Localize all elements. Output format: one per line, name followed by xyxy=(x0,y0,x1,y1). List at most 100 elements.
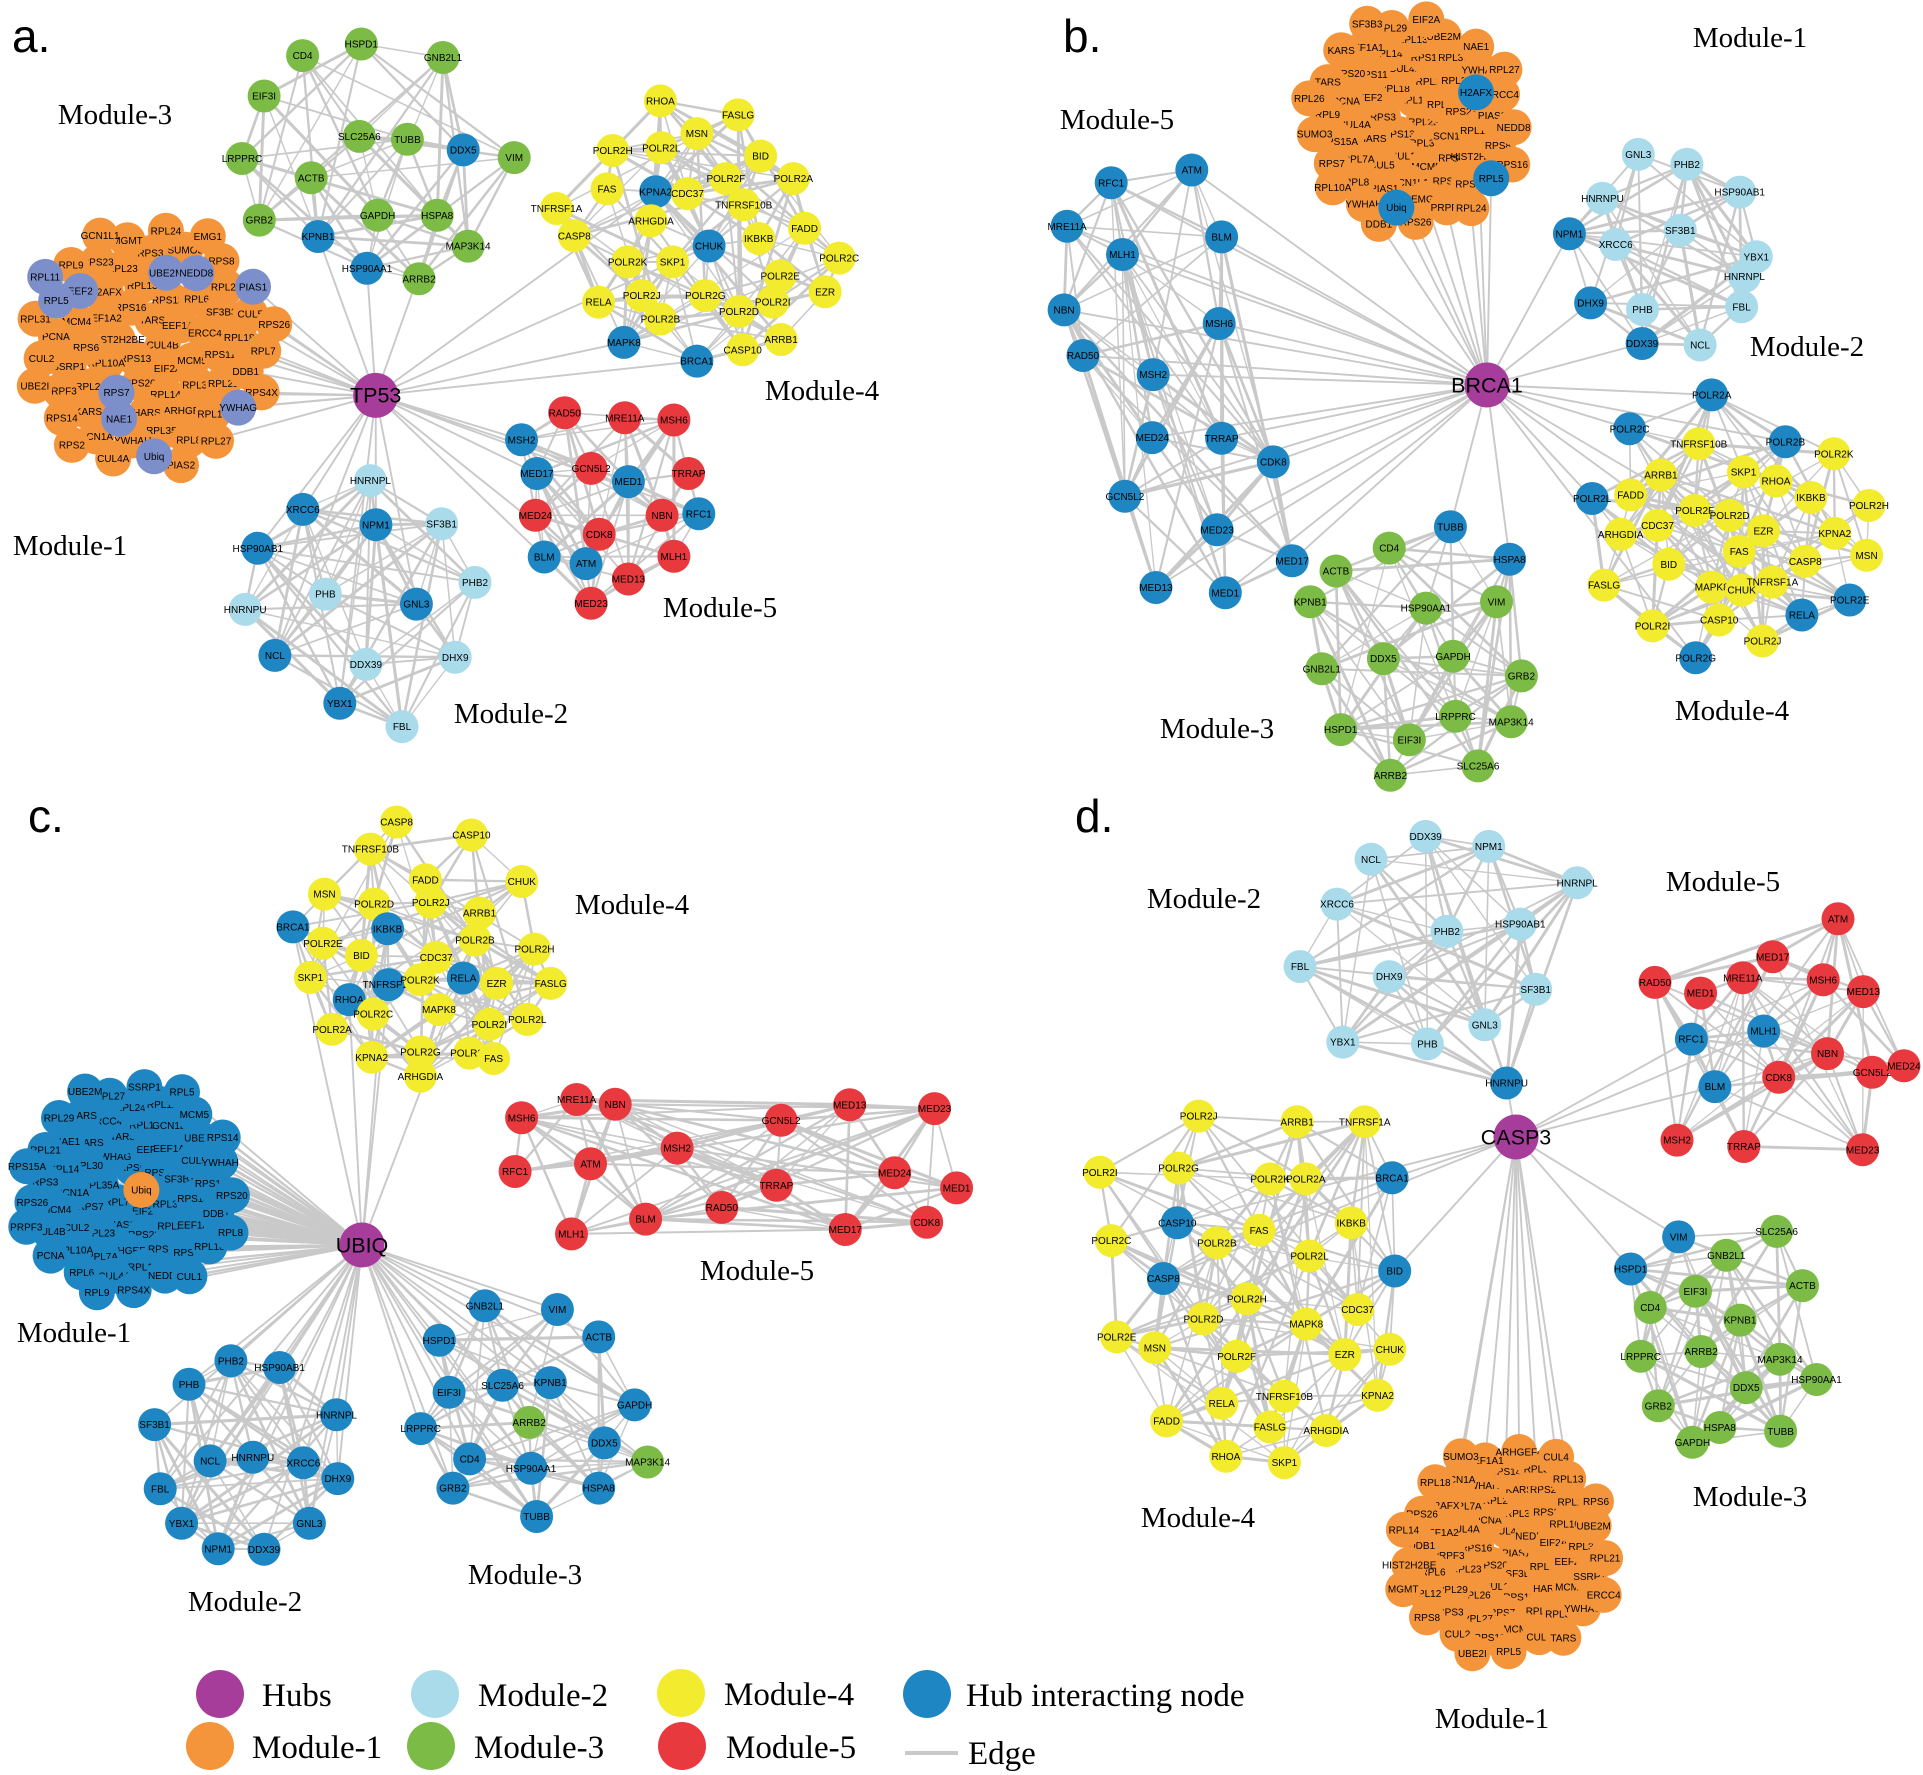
node-a-EZR-label: EZR xyxy=(815,287,835,298)
node-d-TRRAP: TRRAP xyxy=(1727,1130,1761,1163)
node-b-RPS2-label: RPS2 xyxy=(1433,176,1460,187)
hub-edge xyxy=(361,1244,636,1406)
node-a-GNL3-circle xyxy=(399,587,433,621)
edge xyxy=(736,113,806,230)
node-a-RPL6-label: RPL6 xyxy=(184,294,209,305)
edge xyxy=(555,207,675,264)
node-d-RPL27-label: RPL27 xyxy=(1462,1614,1493,1625)
node-d-RPL26-label: RPL26 xyxy=(1460,1591,1491,1602)
edge xyxy=(1568,232,1758,258)
node-b-TRRAP: TRRAP xyxy=(1205,421,1239,455)
node-d-NPM1-circle xyxy=(1472,829,1506,863)
node-d-CASP10-label: CASP10 xyxy=(1158,1218,1197,1229)
edge xyxy=(243,523,378,611)
node-c-NCL: NCL xyxy=(193,1444,227,1478)
node-a-KPNA2: KPNA2 xyxy=(639,175,673,209)
node-b-Ubiq-label: Ubiq xyxy=(1386,203,1407,214)
node-a-GCN1L1-label: GCN1L1 xyxy=(81,231,120,242)
edge xyxy=(1153,1269,1396,1349)
node-b-POLR2A-circle xyxy=(1695,378,1729,412)
node-a-EZR: EZR xyxy=(808,275,842,309)
edge xyxy=(1121,253,1223,439)
node-d-HNRNPU: HNRNPU xyxy=(1485,1066,1528,1100)
node-c-RPS14-circle xyxy=(204,1119,241,1156)
node-b-ARRB1: ARRB1 xyxy=(1644,458,1678,492)
node-a-TUBB-label: TUBB xyxy=(394,135,421,146)
node-b-POLR2J-circle xyxy=(1746,624,1779,658)
node-c-POLR2H-label: POLR2H xyxy=(514,945,554,956)
node-a-MED24: MED24 xyxy=(519,498,553,532)
node-c-HSP90AA1-circle xyxy=(514,1451,548,1485)
node-d-POLR2E: POLR2E xyxy=(1097,1320,1137,1354)
node-d-MSH6: MSH6 xyxy=(1806,963,1840,997)
node-c-IKBKB-label: IKBKB xyxy=(373,924,403,935)
node-a-HNRNPL: HNRNPL xyxy=(350,464,391,498)
edge xyxy=(779,1118,959,1190)
edge xyxy=(1424,835,1579,885)
node-a-RPL26-label: RPL26 xyxy=(211,283,242,294)
node-a-HIST2H2BE-label: HIST2H2BE xyxy=(90,335,145,346)
node-b-CD4: CD4 xyxy=(1372,531,1406,565)
node-b-MRE11A: MRE11A xyxy=(1047,209,1087,243)
node-a-CASP8-circle xyxy=(557,219,591,253)
node-c-FASLG-label: FASLG xyxy=(535,979,567,990)
node-d-HNRNPL-label: HNRNPL xyxy=(1557,878,1599,889)
node-a-RPL14-label: RPL14 xyxy=(150,390,181,401)
node-c-POLR2E-circle xyxy=(306,926,340,960)
node-a-CDK8-label: CDK8 xyxy=(586,530,613,541)
node-b-HSPA8-label: HSPA8 xyxy=(1494,555,1526,566)
node-b-EIF2A: EIF2A xyxy=(1408,1,1445,38)
node-d-RPS14-label: RPS14 xyxy=(1490,1467,1522,1478)
hub-BRCA1-circle xyxy=(1464,362,1510,408)
node-a-SF3B1-circle xyxy=(425,507,459,541)
node-d-CUL4-label: CUL4 xyxy=(1543,1453,1569,1464)
edge xyxy=(241,138,409,160)
node-a-EEF1A2-label: EEF1A2 xyxy=(85,314,123,325)
node-d-MSH6-label: MSH6 xyxy=(1809,975,1837,986)
node-b-TARS-label: TARS xyxy=(1315,78,1341,89)
node-d-YWHAH-label: YWHAH xyxy=(1462,1481,1499,1492)
edge xyxy=(309,176,369,270)
node-a-RPS15A-circle xyxy=(153,282,190,318)
node-d-MED1-circle xyxy=(1684,976,1718,1010)
node-a-MED13-label: MED13 xyxy=(612,575,646,586)
node-a-BLM-label: BLM xyxy=(534,553,555,564)
node-b-HARS-label: HARS xyxy=(1359,134,1387,145)
edge xyxy=(1741,976,1746,1148)
node-c-RPS2-label: RPS2 xyxy=(173,1248,200,1259)
node-a-EEF1A1-label: EEF1A1 xyxy=(162,321,200,332)
node-b-DDX39-circle xyxy=(1625,327,1659,360)
legend-swatch-hubs xyxy=(196,1670,244,1718)
node-a-POLR2B: POLR2B xyxy=(641,302,680,336)
node-a-FADD: FADD xyxy=(788,211,822,245)
node-d-RPL24-label: RPL24 xyxy=(1483,1496,1514,1507)
edge xyxy=(1775,1230,1818,1381)
edge xyxy=(1741,976,1865,993)
node-c-POLR2D-circle xyxy=(357,887,391,921)
edge xyxy=(438,1339,552,1384)
node-b-ACTB-label: ACTB xyxy=(1323,567,1350,578)
node-a-FASLG-label: FASLG xyxy=(722,111,754,122)
node-c-ACTB-label: ACTB xyxy=(585,1333,612,1344)
node-d-DHX9-circle xyxy=(1372,960,1406,994)
node-a-NAE1-circle xyxy=(101,400,138,437)
node-c-POLR2L: POLR2L xyxy=(508,1002,547,1036)
node-a-RPL7-label: RPL7 xyxy=(251,346,276,357)
node-c-LRPPRC-label: LRPPRC xyxy=(400,1424,441,1435)
node-a-RPL11: RPL11 xyxy=(27,258,64,295)
node-d-HSPA8-label: HSPA8 xyxy=(1704,1423,1736,1434)
node-a-BRCA1-circle xyxy=(680,344,714,378)
node-b-VIM-circle xyxy=(1480,585,1513,619)
node-c-RPL29: RPL29 xyxy=(41,1100,77,1136)
node-c-EIF3I-circle xyxy=(432,1375,466,1409)
node-a-POLR2G-circle xyxy=(688,279,722,313)
node-c-CD4-circle xyxy=(453,1442,487,1476)
node-c-POLR2J: POLR2J xyxy=(412,885,450,919)
node-d-GCN5L2-label: GCN5L2 xyxy=(1853,1068,1892,1079)
node-a-POLR2K-label: POLR2K xyxy=(608,258,648,269)
node-a-MED1-circle xyxy=(611,465,645,499)
edge xyxy=(623,416,630,580)
node-d-ARRB1-circle xyxy=(1280,1105,1314,1139)
edge xyxy=(437,1335,601,1342)
